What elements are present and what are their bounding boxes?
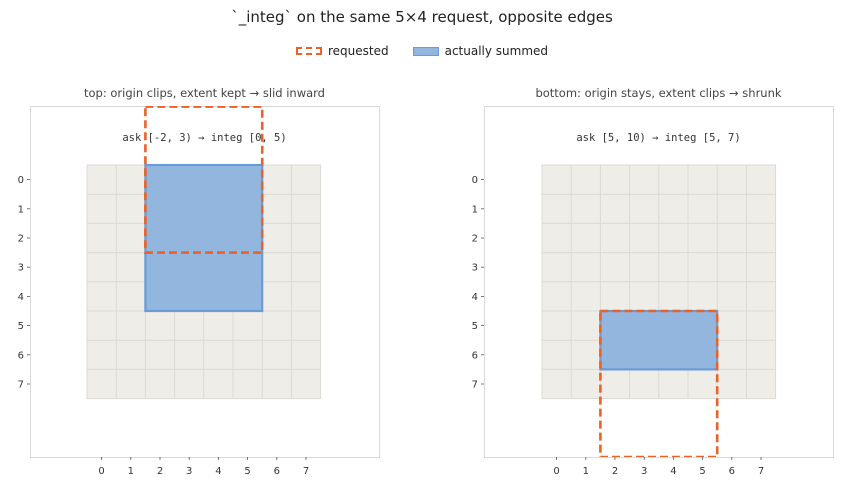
y-tick-label: 1 <box>472 204 478 215</box>
panel-title: top: origin clips, extent kept → slid in… <box>84 86 325 100</box>
y-tick-label: 1 <box>18 204 24 215</box>
legend: requested actually summed <box>0 44 844 58</box>
x-tick-label: 0 <box>98 466 104 477</box>
x-tick-label: 0 <box>553 466 559 477</box>
y-tick-label: 4 <box>18 292 24 303</box>
x-tick-label: 6 <box>274 466 280 477</box>
panel-title: bottom: origin stays, extent clips → shr… <box>535 86 781 100</box>
x-tick-label: 7 <box>303 466 309 477</box>
panel-annotation: ask [5, 10) → integ [5, 7) <box>576 132 740 144</box>
x-tick-label: 5 <box>699 466 705 477</box>
y-tick-label: 5 <box>472 321 478 332</box>
x-tick-label: 6 <box>729 466 735 477</box>
y-tick-label: 5 <box>18 321 24 332</box>
y-tick-label: 3 <box>18 263 24 274</box>
legend-label-summed: actually summed <box>444 44 549 58</box>
panel-1: top: origin clips, extent kept → slid in… <box>18 86 380 477</box>
y-tick-label: 2 <box>18 234 24 245</box>
figure-title: `_integ` on the same 5×4 request, opposi… <box>231 8 613 26</box>
summed-region <box>599 309 719 371</box>
x-tick-label: 5 <box>244 466 250 477</box>
summed-region <box>144 163 264 313</box>
panel-marks <box>144 106 264 313</box>
x-tick-label: 2 <box>157 466 163 477</box>
x-tick-label: 3 <box>641 466 647 477</box>
y-tick-label: 6 <box>18 350 24 361</box>
requested-swatch <box>295 47 322 55</box>
x-tick-label: 4 <box>215 466 221 477</box>
legend-item-summed: actually summed <box>412 44 549 58</box>
panel-2: bottom: origin stays, extent clips → shr… <box>472 86 834 477</box>
y-tick-label: 3 <box>472 263 478 274</box>
x-tick-label: 4 <box>670 466 676 477</box>
panel-annotation: ask [-2, 3) → integ [0, 5) <box>122 132 286 144</box>
x-tick-label: 3 <box>186 466 192 477</box>
y-tick-label: 2 <box>472 234 478 245</box>
y-tick-label: 0 <box>18 175 24 186</box>
legend-item-requested: requested <box>295 44 389 58</box>
x-tick-label: 7 <box>758 466 764 477</box>
x-tick-label: 1 <box>583 466 589 477</box>
x-tick-label: 2 <box>612 466 618 477</box>
y-tick-label: 0 <box>472 175 478 186</box>
y-tick-label: 7 <box>18 380 24 391</box>
x-tick-label: 1 <box>128 466 134 477</box>
y-tick-label: 4 <box>472 292 478 303</box>
y-tick-label: 7 <box>472 380 478 391</box>
summed-swatch <box>412 46 439 56</box>
legend-label-requested: requested <box>327 44 389 58</box>
panel-marks <box>599 309 719 457</box>
y-tick-label: 6 <box>472 350 478 361</box>
